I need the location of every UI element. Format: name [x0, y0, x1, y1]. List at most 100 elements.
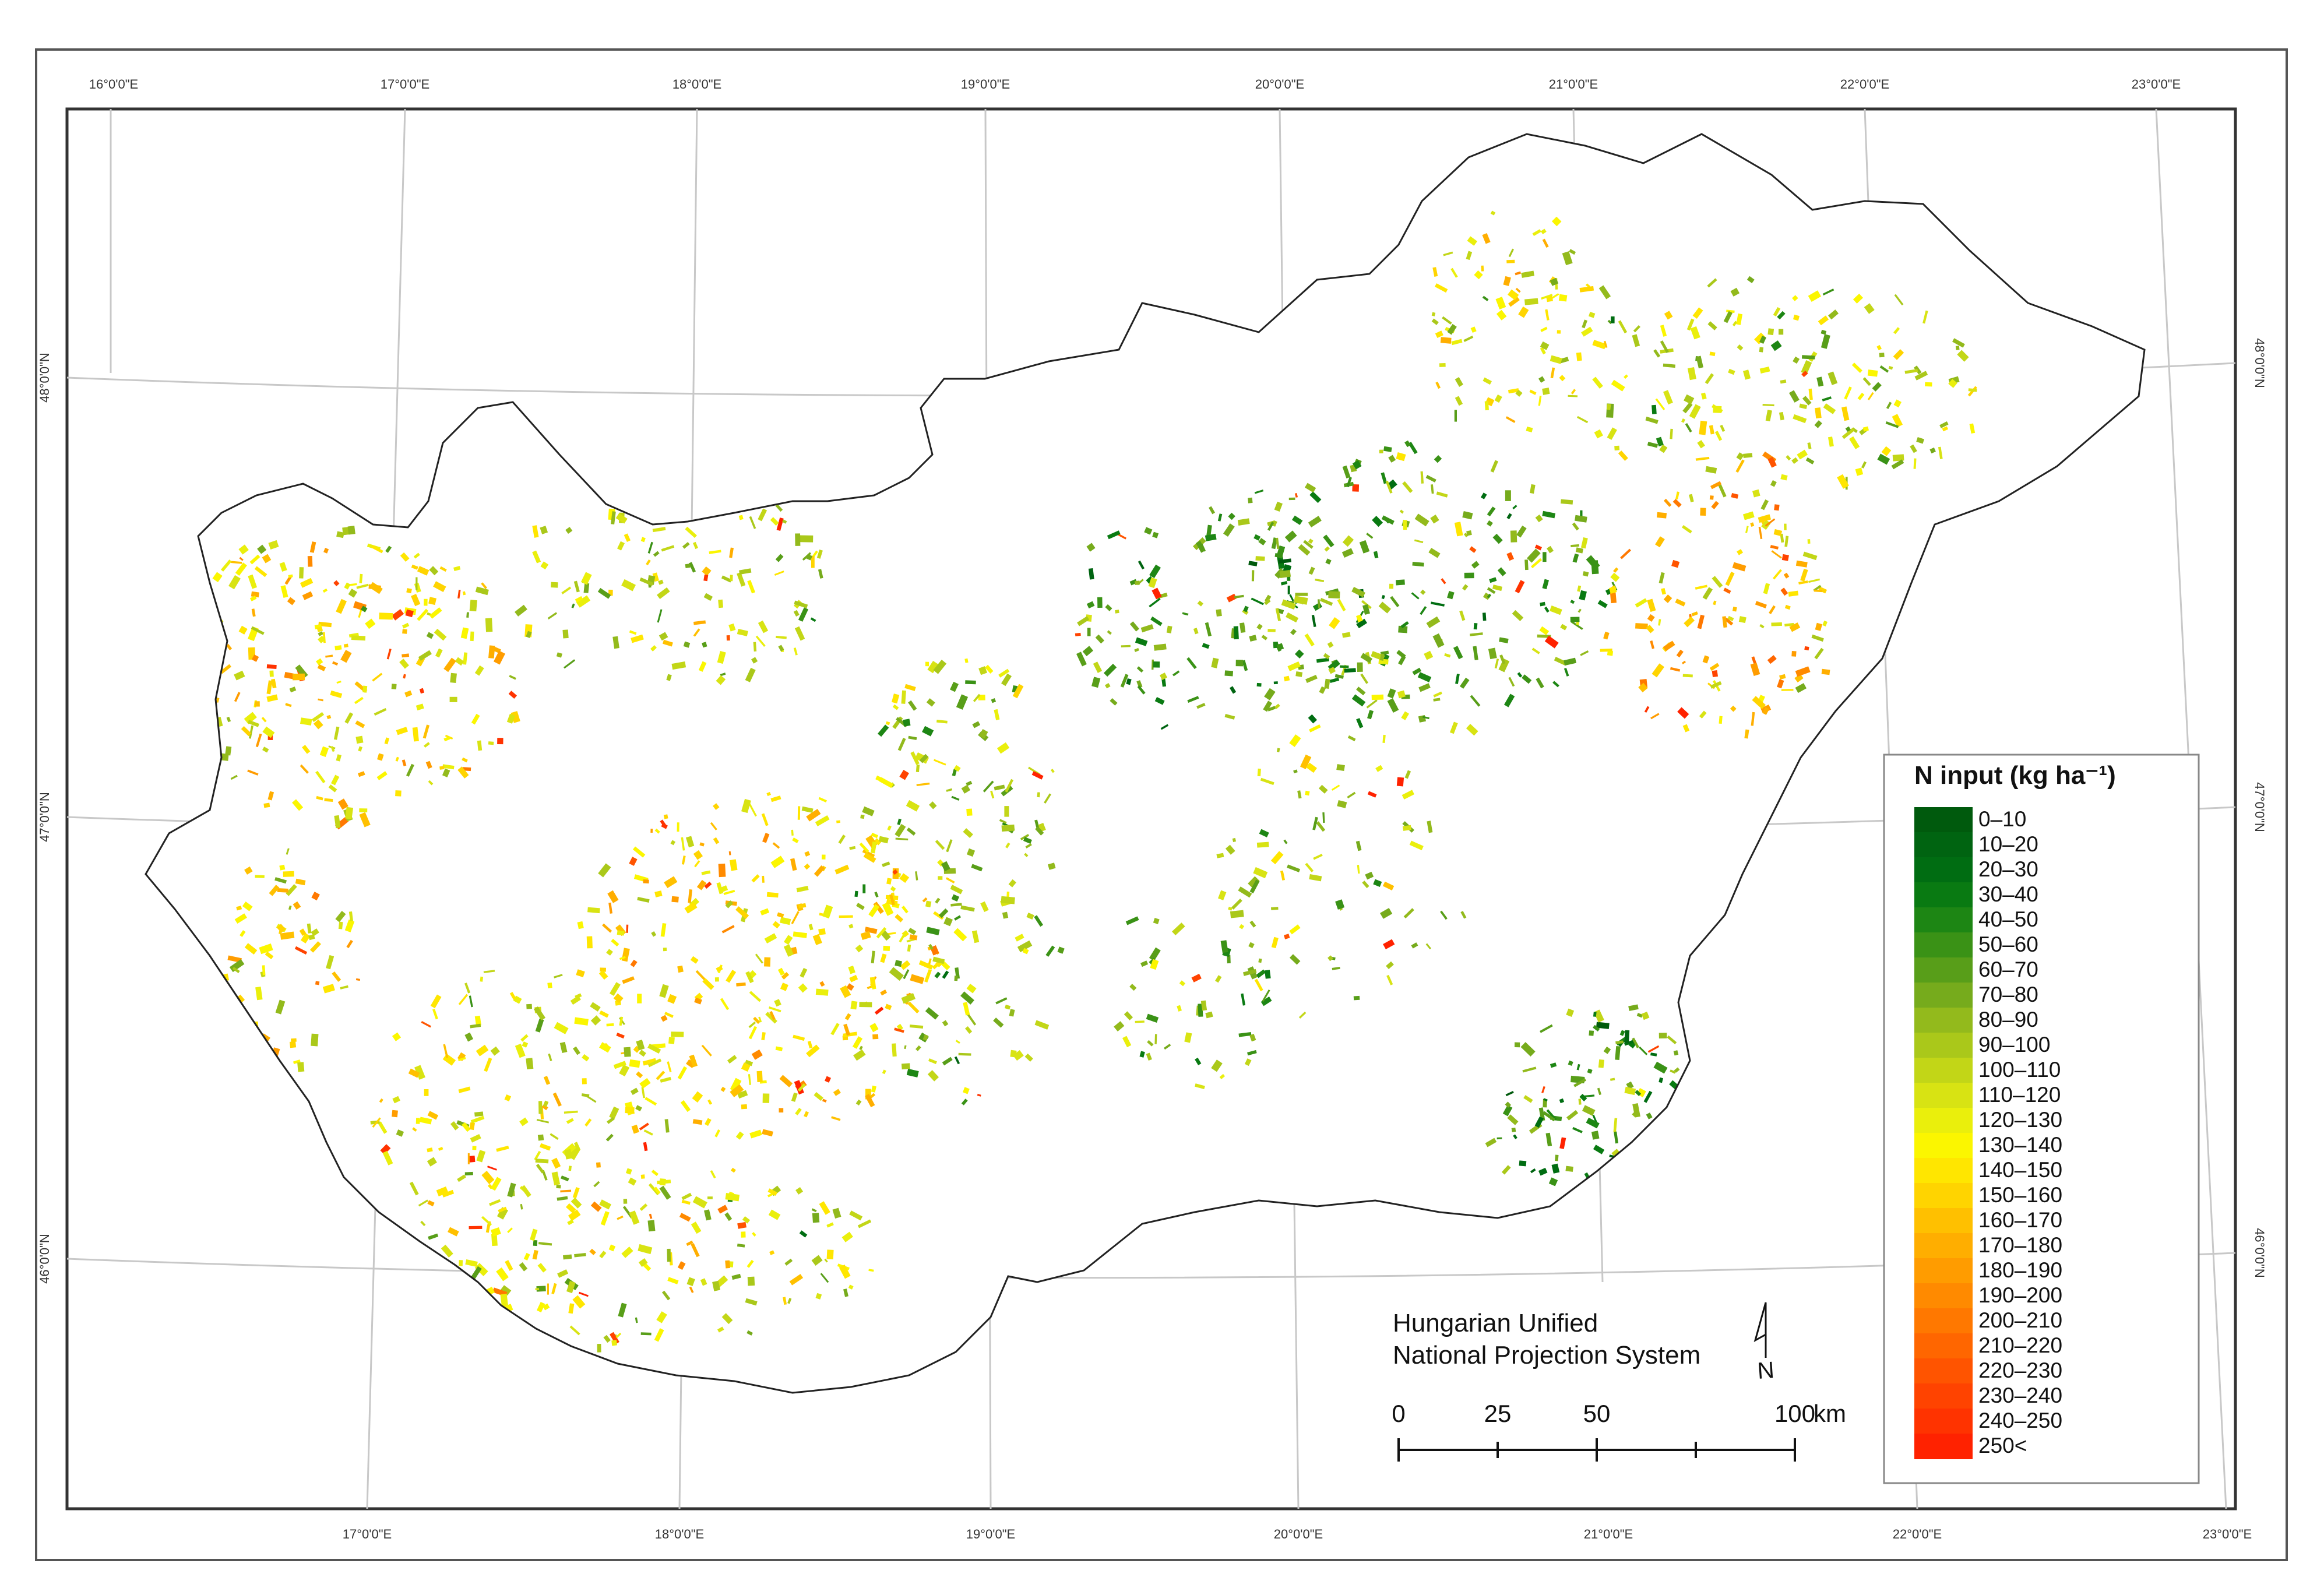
land-parcel [1579, 1094, 1587, 1102]
land-parcel [1814, 420, 1822, 428]
land-parcel [1431, 484, 1434, 494]
land-parcel [684, 902, 698, 914]
land-parcel [1780, 379, 1787, 384]
land-parcel [318, 698, 323, 702]
land-parcel [694, 860, 700, 868]
legend-swatch [1914, 832, 1973, 858]
land-parcel [358, 746, 362, 752]
land-parcel [647, 1058, 662, 1068]
land-parcel [1263, 700, 1273, 712]
land-parcel [1516, 525, 1527, 538]
land-parcel [1664, 498, 1672, 507]
land-parcel [787, 1298, 792, 1304]
land-parcel [609, 982, 621, 996]
land-parcel [1719, 716, 1723, 724]
land-parcel [251, 591, 259, 598]
land-parcel [1150, 959, 1159, 970]
legend-label: 210–220 [1978, 1333, 2062, 1357]
legend-label: 40–50 [1978, 907, 2038, 931]
land-parcel [1469, 546, 1477, 553]
land-parcel [1284, 934, 1290, 939]
land-parcel [575, 596, 583, 603]
legend-label: 140–150 [1978, 1158, 2062, 1182]
land-parcel [1025, 843, 1032, 848]
land-parcel [1209, 506, 1216, 515]
land-parcel [922, 897, 928, 903]
land-parcel [649, 1213, 653, 1219]
land-parcel [686, 1277, 695, 1286]
land-parcel [263, 802, 270, 808]
legend-swatch [1914, 807, 1973, 833]
land-parcel [316, 795, 323, 801]
land-parcel [696, 879, 707, 890]
land-parcel [1872, 382, 1882, 392]
land-parcel [523, 1252, 530, 1260]
land-parcel [1784, 604, 1791, 610]
land-parcel [1487, 506, 1496, 517]
land-parcel [458, 994, 469, 1005]
legend-swatch [1914, 907, 1973, 933]
land-parcel [1431, 312, 1436, 316]
land-parcel [1357, 865, 1360, 874]
land-parcel [936, 719, 948, 724]
land-parcel [815, 815, 830, 826]
land-parcel [945, 877, 955, 884]
land-parcel [1320, 598, 1333, 606]
land-parcel [1319, 686, 1326, 694]
land-parcel [1675, 598, 1686, 607]
land-parcel [1821, 668, 1830, 675]
land-parcel [1273, 642, 1279, 649]
land-parcel [238, 544, 249, 555]
land-parcel [300, 578, 314, 588]
land-parcel [351, 635, 366, 641]
land-parcel [571, 603, 575, 608]
land-parcel [1037, 792, 1040, 798]
land-parcel [1224, 670, 1234, 677]
land-parcel [875, 775, 882, 781]
land-parcel [1801, 371, 1808, 378]
land-parcel [862, 849, 875, 858]
land-parcel [1722, 616, 1727, 628]
land-parcel [1767, 456, 1777, 468]
land-parcel [724, 1212, 733, 1221]
land-parcel [1580, 650, 1589, 656]
land-parcel [1009, 1009, 1015, 1017]
land-parcel [1418, 683, 1431, 692]
land-parcel [794, 600, 808, 608]
land-parcel [1172, 670, 1180, 677]
land-parcel [526, 1004, 532, 1009]
land-parcel [753, 1016, 760, 1024]
land-parcel [606, 949, 613, 956]
land-parcel [1373, 879, 1382, 887]
land-parcel [1312, 816, 1318, 830]
land-parcel [718, 863, 726, 878]
land-parcel [469, 600, 477, 612]
land-parcel [1783, 572, 1790, 579]
land-parcel [288, 905, 292, 910]
land-parcel [760, 908, 770, 916]
land-parcel [1572, 553, 1579, 563]
land-parcel [403, 674, 406, 679]
land-parcel [1198, 1004, 1203, 1017]
land-parcel [607, 890, 619, 903]
land-parcel [985, 664, 994, 674]
land-parcel [1712, 670, 1719, 678]
land-parcel [406, 763, 414, 777]
land-parcel [532, 1249, 538, 1260]
land-parcel [1542, 510, 1556, 519]
land-parcel [860, 814, 865, 819]
land-parcel [903, 719, 911, 727]
land-parcel [1371, 694, 1384, 700]
land-parcel [717, 1326, 724, 1333]
land-parcel [476, 1044, 489, 1057]
land-parcel [1114, 1021, 1125, 1031]
land-parcel [1490, 460, 1498, 473]
land-parcel [1572, 522, 1579, 531]
land-parcel [685, 526, 697, 538]
land-parcel [1781, 554, 1789, 561]
land-parcel [1804, 646, 1809, 651]
land-parcel [1439, 363, 1446, 367]
land-parcel [415, 577, 418, 590]
land-parcel [1044, 793, 1051, 804]
land-parcel [1434, 455, 1442, 463]
